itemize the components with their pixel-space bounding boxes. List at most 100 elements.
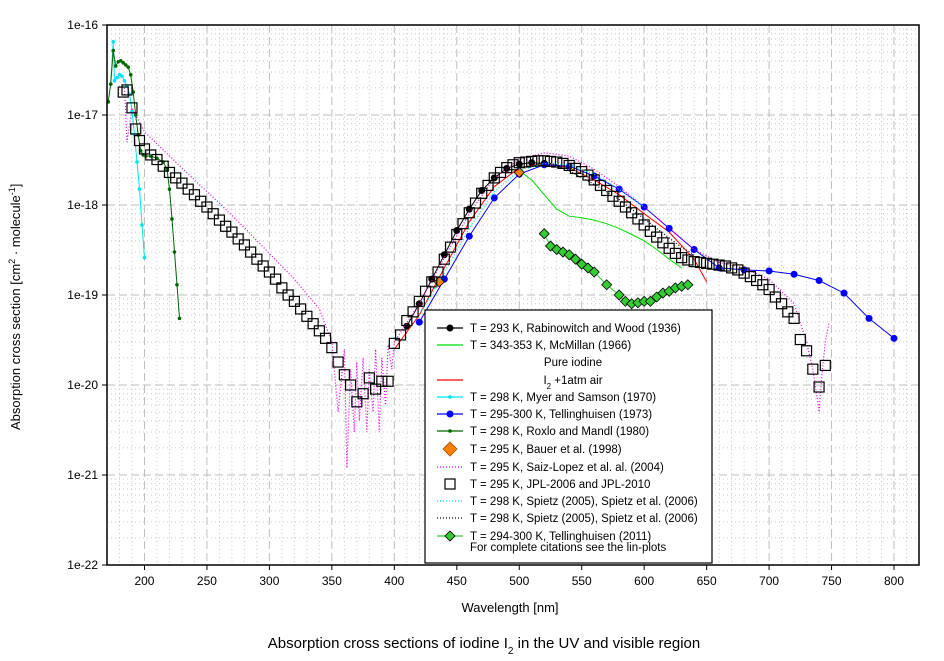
x-tick-label: 600 [634, 574, 654, 588]
data-point [813, 381, 825, 393]
data-point [257, 260, 269, 272]
data-point [457, 218, 469, 230]
data-point [313, 325, 325, 337]
data-point [263, 266, 275, 278]
data-point [438, 253, 450, 265]
legend-entry: T = 295 K, Saiz-Lopez et al. al. (2004) [437, 462, 664, 474]
legend-swatch-marker [444, 530, 456, 542]
data-point [270, 273, 282, 285]
data-point [476, 187, 488, 199]
legend-swatch-marker [444, 478, 456, 490]
data-point [626, 207, 638, 219]
data-point [121, 84, 133, 96]
x-tick-label: 650 [697, 574, 717, 588]
series-tellinghuisen-2011- [538, 228, 694, 310]
data-point [557, 157, 569, 169]
data-point [108, 82, 113, 86]
legend-label: T = 293 K, Rabinowitch and Wood (1936) [470, 323, 681, 335]
series-bauer-et-al-1998- [433, 166, 525, 288]
data-point [744, 271, 756, 283]
data-point [815, 276, 823, 284]
data-point [338, 369, 350, 381]
data-point [644, 225, 657, 237]
data-point [465, 232, 473, 240]
legend-entry: T = 295 K, Bauer et al. (1998) [442, 441, 622, 457]
data-point [432, 266, 444, 278]
data-point [569, 162, 582, 175]
data-point [738, 267, 750, 279]
data-point [690, 246, 698, 254]
legend-label: Pure iodine [544, 357, 602, 369]
data-point [713, 259, 725, 271]
data-point [172, 250, 177, 254]
data-point [238, 239, 251, 251]
legend-entry: I2 +1atm air [437, 375, 603, 391]
data-point [351, 396, 363, 408]
data-point [819, 359, 831, 372]
data-point [763, 283, 775, 296]
y-tick-label: 1e-18 [67, 198, 98, 212]
data-point [538, 228, 550, 240]
legend-label: T = 295 K, Saiz-Lopez et al. al. (2004) [470, 462, 664, 474]
series-spietz-et-al-2006-black [544, 161, 695, 256]
data-point [588, 266, 600, 278]
data-point [320, 332, 332, 344]
data-point [563, 159, 575, 172]
data-point [301, 310, 313, 322]
legend-swatch-marker [448, 429, 452, 433]
data-point [388, 337, 400, 349]
data-point [538, 155, 550, 167]
data-point [157, 160, 169, 172]
data-point [740, 266, 748, 274]
data-point [840, 289, 848, 297]
axis-ticks: 200 250 300 350 400 450 500 550 600 650 700 750 800 1… [67, 18, 904, 588]
data-point [694, 256, 706, 269]
data-point [111, 40, 116, 44]
data-point [644, 295, 656, 307]
legend-label: T = 298 K, Spietz (2005), Spietz et al. … [470, 496, 698, 508]
data-point [563, 249, 575, 261]
data-point [890, 334, 898, 342]
x-tick-label: 700 [759, 574, 779, 588]
data-point [188, 189, 201, 201]
legend-label: T = 298 K, Spietz (2005), Spietz et al. … [470, 513, 698, 525]
data-point [519, 156, 532, 168]
data-point [123, 63, 128, 67]
data-point [707, 258, 719, 270]
data-point [532, 155, 544, 167]
data-point [807, 363, 819, 375]
data-point [765, 267, 773, 275]
data-point [107, 100, 111, 104]
legend-swatch-marker [446, 410, 454, 418]
data-point [117, 86, 129, 98]
legend-note: For complete citations see the lin-plots [470, 542, 666, 554]
data-point [137, 187, 142, 191]
data-point [345, 379, 357, 391]
data-point [415, 300, 423, 308]
y-tick-label: 1e-21 [67, 468, 98, 482]
data-point [676, 252, 688, 264]
y-tick-label: 1e-19 [67, 288, 98, 302]
legend-swatch-marker [448, 395, 452, 399]
data-point [726, 262, 738, 274]
data-point [576, 258, 588, 270]
data-point [775, 298, 788, 310]
legend-entry: Pure iodine [544, 357, 602, 369]
legend: T = 293 K, Rabinowitch and Wood (1936) T … [424, 309, 713, 564]
data-point [651, 231, 663, 243]
data-point [682, 279, 694, 291]
data-point [326, 342, 338, 354]
data-point [130, 123, 142, 135]
data-point [113, 64, 118, 68]
data-point [513, 166, 525, 179]
legend-label: T = 343-353 K, McMillan (1966) [470, 340, 631, 352]
data-point [126, 102, 138, 114]
data-point [112, 78, 117, 83]
y-tick-label: 1e-17 [67, 108, 98, 122]
data-point [226, 226, 238, 238]
data-point [111, 48, 116, 53]
data-point [788, 312, 800, 324]
data-point [201, 201, 213, 213]
series-line [544, 161, 695, 256]
data-point [426, 276, 438, 288]
